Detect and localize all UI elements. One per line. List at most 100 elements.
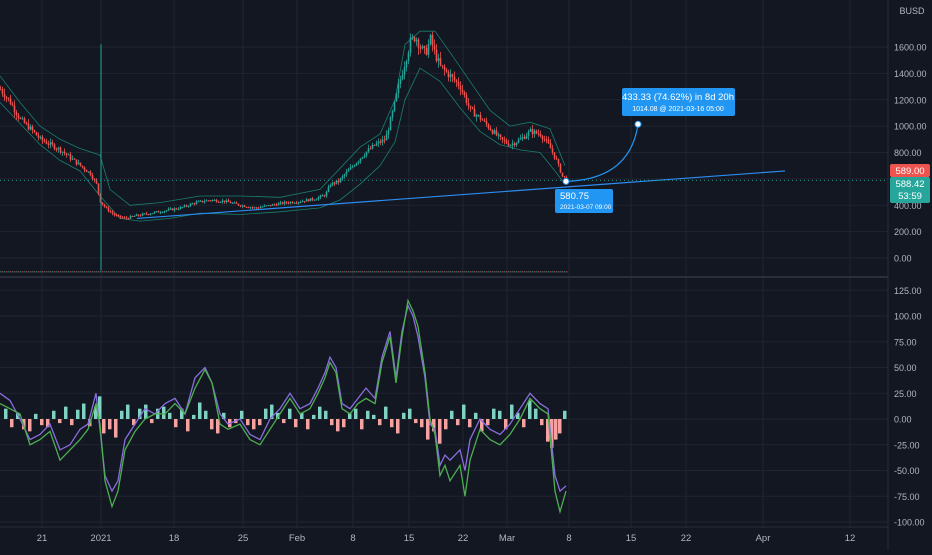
candle-body: [327, 186, 330, 192]
candle-body: [361, 157, 364, 159]
histogram-bar: [522, 419, 526, 428]
histogram-bar: [216, 419, 220, 434]
volume-bar: [538, 271, 540, 273]
low-point-callout[interactable]: 580.75 2021-03-07 09:00: [555, 189, 613, 213]
volume-bar: [394, 271, 396, 273]
volume-bar: [122, 271, 124, 273]
time-tick-label: 8: [350, 533, 355, 544]
projection-curve[interactable]: [565, 124, 639, 183]
volume-bar: [408, 271, 410, 273]
candle-body: [259, 207, 262, 209]
current-price-text: 589.00: [895, 166, 924, 177]
histogram-bar: [120, 410, 124, 419]
indicator-tick-label: 75.00: [894, 337, 917, 347]
volume-bar: [302, 271, 304, 273]
last-price-text: 588.42: [895, 179, 924, 190]
volume-bar: [154, 271, 156, 273]
volume-bar: [206, 271, 208, 273]
projection-end-point[interactable]: [634, 120, 642, 128]
candle-body: [375, 143, 378, 146]
volume-bar: [266, 271, 268, 273]
projection-callout[interactable]: 433.33 (74.62%) in 8d 20h 1014.08 @ 2021…: [622, 88, 735, 116]
candle-body: [549, 143, 552, 149]
candle-body: [217, 201, 220, 203]
volume-bar: [364, 271, 366, 273]
volume-bar: [62, 271, 64, 273]
volume-bar: [232, 271, 234, 273]
time-tick-label: 15: [626, 533, 637, 544]
candle-body: [287, 202, 290, 204]
trendline[interactable]: [136, 170, 786, 220]
candle-body: [247, 207, 250, 209]
candle-body: [103, 204, 106, 207]
volume-bar: [472, 271, 474, 273]
volume-bar: [248, 271, 250, 273]
candle-body: [125, 217, 128, 219]
candle-body: [515, 142, 518, 146]
histogram-bar: [438, 419, 442, 444]
candle-body: [149, 213, 152, 215]
candle-body: [213, 199, 216, 201]
candle-body: [25, 122, 28, 124]
volume-bar: [162, 271, 164, 273]
time-tick-label: 8: [566, 533, 571, 544]
volume-bar: [258, 271, 260, 273]
candle-body: [57, 147, 60, 150]
candle-body: [491, 130, 494, 134]
candle-body: [7, 97, 10, 99]
candle-body: [539, 133, 542, 137]
volume-bar: [200, 271, 202, 273]
candle-body: [393, 101, 396, 112]
volume-bar: [502, 271, 504, 273]
candle-body: [201, 200, 204, 203]
volume-bar: [308, 271, 310, 273]
volume-bar: [388, 271, 390, 273]
volume-bar: [270, 271, 272, 273]
volume-bar: [478, 271, 480, 273]
candle-body: [193, 203, 196, 205]
candle-body: [27, 123, 30, 130]
volume-bar: [134, 271, 136, 273]
volume-bar: [424, 271, 426, 273]
histogram-bar: [540, 419, 544, 426]
volume-bar: [476, 271, 478, 273]
histogram-bar: [46, 419, 50, 428]
histogram-bar: [396, 419, 400, 434]
candle-body: [257, 207, 260, 209]
volume-bar: [230, 271, 232, 273]
candle-body: [283, 201, 286, 204]
volume-bar: [240, 271, 242, 273]
candle-body: [163, 211, 166, 213]
candle-body: [97, 183, 100, 194]
price-tick-label: 1000.00: [894, 122, 927, 132]
histogram-bar: [162, 406, 166, 419]
candle-body: [267, 204, 270, 206]
candle-body: [221, 200, 224, 202]
volume-bar: [226, 271, 228, 273]
candle-body: [553, 152, 556, 158]
volume-bar: [18, 271, 20, 273]
histogram-bar: [498, 410, 502, 419]
candle-body: [465, 95, 468, 104]
volume-bar: [222, 271, 224, 273]
histogram-bar: [192, 414, 196, 419]
volume-bar: [510, 271, 512, 273]
volume-bar: [252, 271, 254, 273]
candle-body: [479, 115, 482, 120]
histogram-bar: [102, 419, 106, 434]
volume-bar: [42, 271, 44, 273]
volume-bar: [102, 271, 104, 273]
volume-bar: [88, 271, 90, 273]
volume-bar: [120, 271, 122, 273]
volume-bar: [390, 271, 392, 273]
histogram-bar: [432, 419, 436, 432]
histogram-bar: [408, 408, 412, 419]
volume-bar: [386, 271, 388, 273]
candle-body: [167, 209, 170, 211]
candle-body: [357, 161, 360, 164]
candle-body: [477, 115, 480, 117]
projection-start-point[interactable]: [562, 177, 570, 185]
volume-bar: [216, 271, 218, 273]
